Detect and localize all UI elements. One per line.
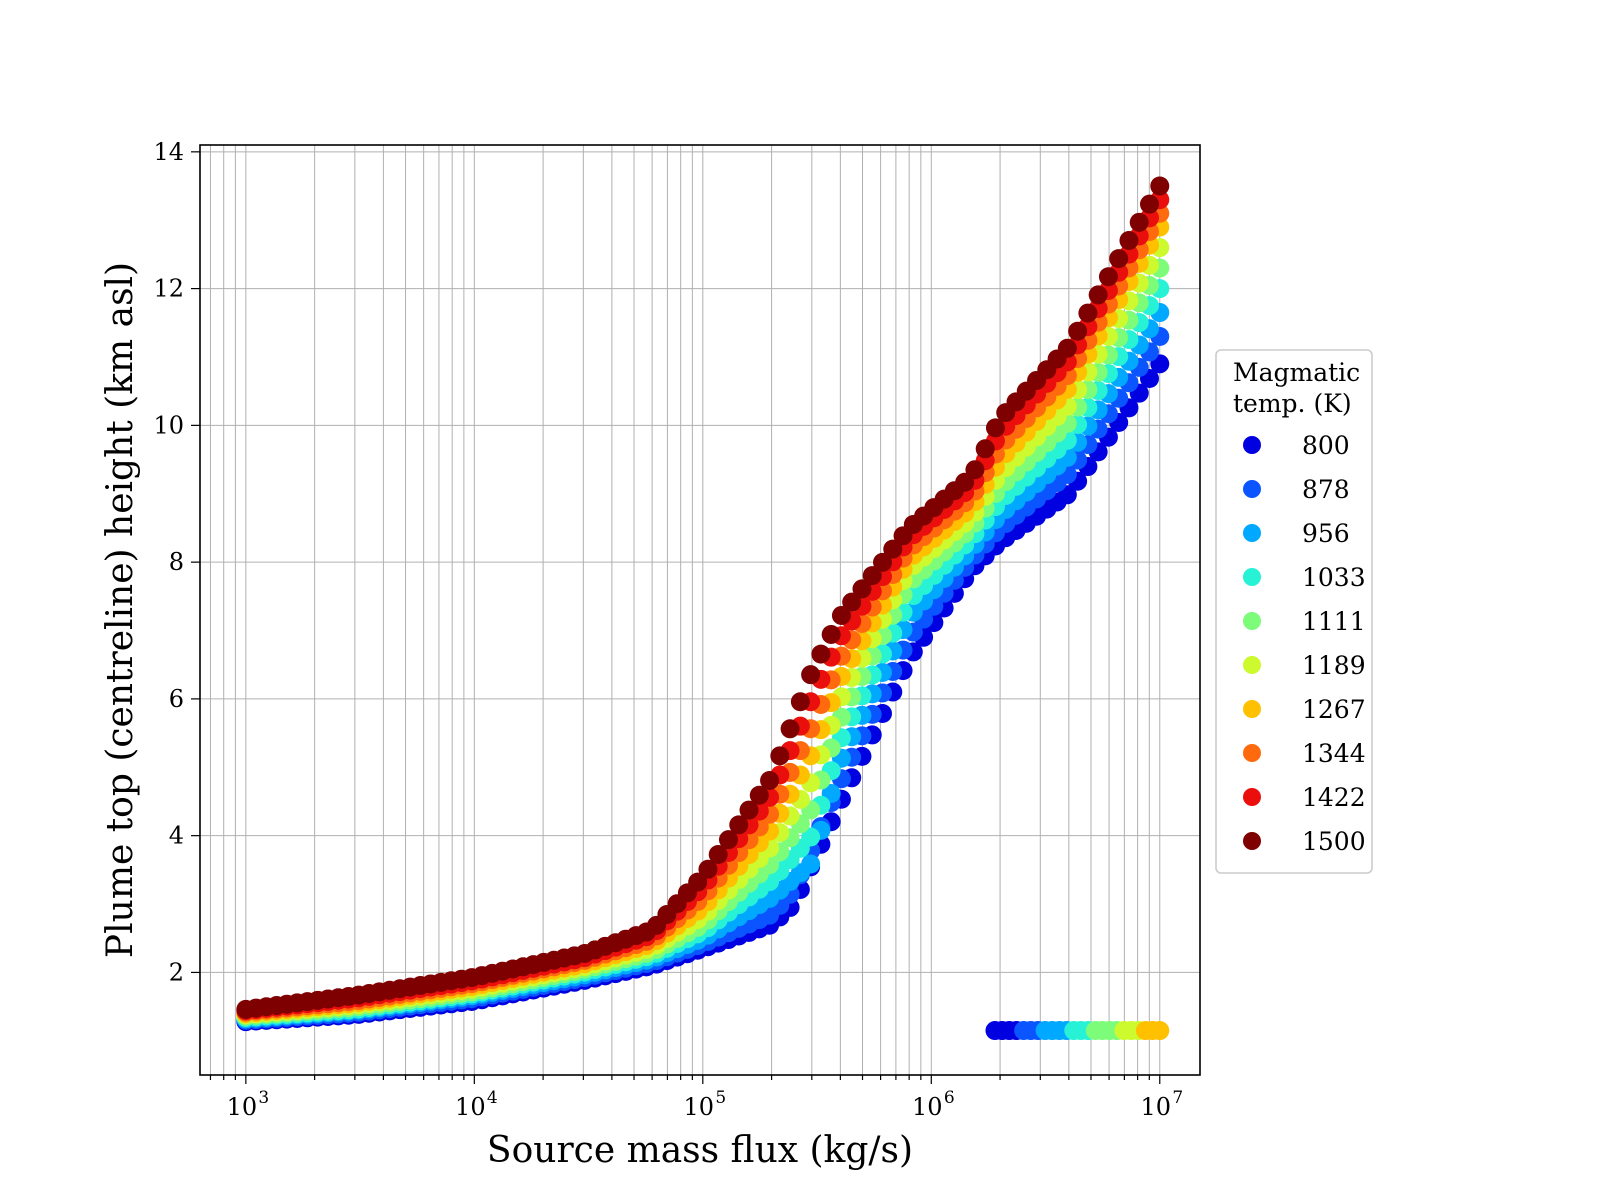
legend-marker-878 [1243,480,1261,498]
data-point [1150,176,1170,196]
data-point [1068,321,1088,341]
x-tick-exponent: 7 [1172,1088,1183,1108]
y-tick-label: 10 [153,411,184,439]
legend-marker-1189 [1243,656,1261,674]
legend-items: 800 878 956 1033 1111 1189 1267 1344 1422 1500 [1243,431,1366,856]
data-point [801,854,821,874]
data-point [760,770,780,790]
data-point [1119,230,1139,250]
y-axis-label: Plume top (centreline) height (km asl) [100,262,141,958]
data-point [975,439,995,459]
data-point [965,460,985,480]
plot-points [236,176,1170,1041]
low-branch-point [1150,1021,1170,1041]
data-point [718,830,738,850]
x-tick-label: 10 [1140,1093,1171,1121]
legend-marker-1111 [1243,612,1261,630]
data-point [801,827,821,847]
x-tick-exponent: 3 [258,1088,269,1108]
legend-label-956: 956 [1302,519,1350,548]
legend-marker-1267 [1243,700,1261,718]
legend-marker-956 [1243,524,1261,542]
legend-marker-1033 [1243,568,1261,586]
y-tick-label: 2 [169,958,184,986]
y-tick-label: 14 [153,138,184,166]
legend-label-800: 800 [1302,431,1350,460]
x-tick-exponent: 6 [944,1088,955,1108]
y-tick-label: 12 [153,275,184,303]
data-point [708,844,728,864]
legend-label-1111: 1111 [1302,607,1366,636]
legend-label-1189: 1189 [1302,651,1366,680]
axes-frame [199,144,1201,1076]
x-axis-label: Source mass flux (kg/s) [487,1130,913,1171]
x-tick-exponent: 4 [487,1088,498,1108]
data-point [1129,212,1149,232]
legend-label-878: 878 [1302,475,1350,504]
data-point [790,692,810,712]
data-point [729,815,749,835]
data-point [1139,194,1159,214]
legend-marker-1422 [1243,788,1261,806]
series-1500 [236,176,1170,1019]
data-point [985,418,1005,438]
data-point [1109,249,1129,269]
data-point [883,539,903,559]
legend: Magmatic temp. (K) 800 878 956 1033 1111 1189… [1215,349,1373,874]
legend-label-1500: 1500 [1302,827,1366,856]
data-point [852,579,872,599]
data-point [770,746,790,766]
legend-title-line2: temp. (K) [1233,389,1352,418]
legend-label-1267: 1267 [1302,695,1366,724]
data-point [831,605,851,625]
data-point [955,472,975,492]
y-tick-label: 6 [169,685,184,713]
x-tick-label: 10 [684,1093,715,1121]
x-tick-label: 10 [912,1093,943,1121]
legend-marker-1500 [1243,832,1261,850]
data-point [1057,338,1077,358]
data-point [1098,267,1118,287]
y-tick-label: 8 [169,548,184,576]
data-point [842,592,862,612]
x-tick-exponent: 5 [715,1088,726,1108]
data-point [688,872,708,892]
legend-title-line1: Magmatic [1233,358,1360,387]
legend-label-1344: 1344 [1302,739,1366,768]
data-point [862,566,882,586]
legend-marker-1344 [1243,744,1261,762]
legend-label-1422: 1422 [1302,783,1366,812]
data-point [821,624,841,644]
data-point [739,800,759,820]
y-tick-label: 4 [169,822,184,850]
x-tick-label: 10 [455,1093,486,1121]
data-point [801,665,821,685]
data-point [1088,285,1108,305]
data-point [873,552,893,572]
legend-marker-800 [1243,436,1261,454]
data-point [780,719,800,739]
x-tick-label: 10 [227,1093,258,1121]
data-point [1078,303,1098,323]
legend-label-1033: 1033 [1302,563,1366,592]
data-point [698,859,718,879]
data-point [811,644,831,664]
data-point [749,785,769,805]
